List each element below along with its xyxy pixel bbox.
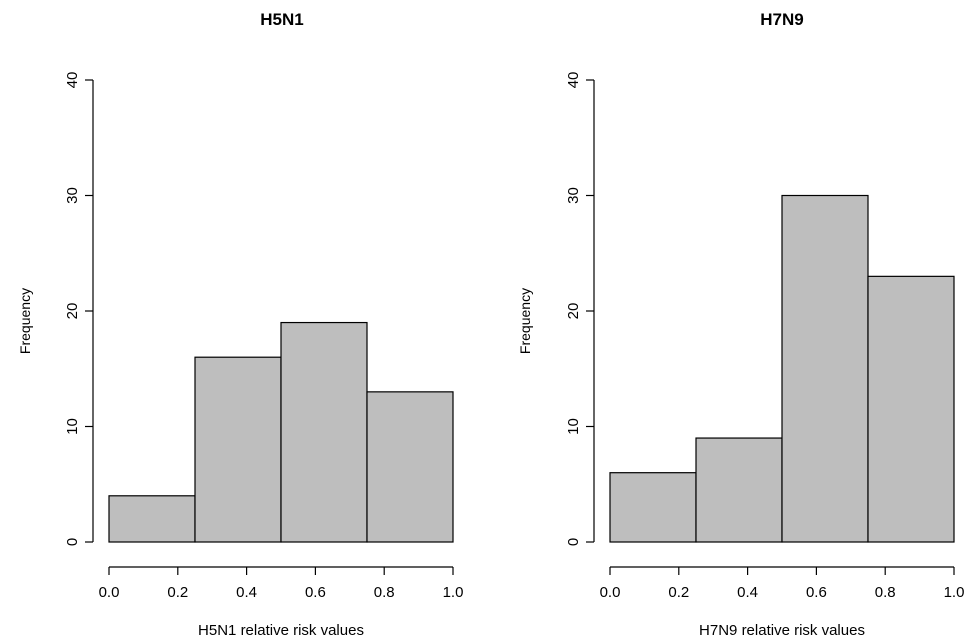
chart-title: H7N9 bbox=[760, 10, 803, 29]
x-tick-label: 1.0 bbox=[443, 584, 464, 601]
histogram-bar bbox=[366, 391, 454, 543]
x-axis-label: H7N9 relative risk values bbox=[699, 622, 865, 639]
x-tick-label: 0.2 bbox=[167, 584, 188, 601]
histogram-bar bbox=[609, 472, 697, 543]
histogram-bar bbox=[280, 321, 368, 543]
x-tick-label: 0.2 bbox=[668, 584, 689, 601]
y-tick-label: 40 bbox=[64, 72, 81, 89]
histogram-bar bbox=[194, 356, 282, 543]
x-tick-label: 0.8 bbox=[875, 584, 896, 601]
y-tick-label: 0 bbox=[565, 538, 582, 546]
histogram-bar bbox=[108, 495, 196, 543]
x-tick-label: 0.0 bbox=[99, 584, 120, 601]
x-tick-label: 1.0 bbox=[944, 584, 965, 601]
y-tick-label: 30 bbox=[64, 187, 81, 204]
x-tick-label: 0.4 bbox=[236, 584, 257, 601]
x-axis-label: H5N1 relative risk values bbox=[198, 622, 364, 639]
histogram-panel-1: 0 10 20 30 40 0.0 0.2 0.4 0.6 0.8 1.0 H5N1 H5N1 rela… bbox=[17, 10, 463, 639]
y-tick-label: 40 bbox=[565, 72, 582, 89]
y-tick-label: 30 bbox=[565, 187, 582, 204]
y-tick-label: 0 bbox=[64, 538, 81, 546]
x-tick-label: 0.8 bbox=[374, 584, 395, 601]
y-tick-label: 10 bbox=[64, 418, 81, 435]
x-tick-label: 0.0 bbox=[600, 584, 621, 601]
y-tick-label: 20 bbox=[64, 303, 81, 320]
x-tick-label: 0.6 bbox=[806, 584, 827, 601]
x-tick-label: 0.6 bbox=[305, 584, 326, 601]
y-tick-label: 20 bbox=[565, 303, 582, 320]
histogram-bar bbox=[695, 437, 783, 543]
chart-title: H5N1 bbox=[260, 10, 303, 29]
y-axis-label: Frequency bbox=[517, 288, 533, 354]
y-axis-label: Frequency bbox=[17, 288, 33, 354]
histogram-bar bbox=[781, 194, 869, 543]
y-tick-label: 10 bbox=[565, 418, 582, 435]
histogram-bar bbox=[867, 275, 955, 543]
histogram-panel-2: 0 10 20 30 40 0.0 0.2 0.4 0.6 0.8 1.0 H7N9 H7N9 rela… bbox=[517, 10, 964, 639]
x-tick-label: 0.4 bbox=[737, 584, 758, 601]
